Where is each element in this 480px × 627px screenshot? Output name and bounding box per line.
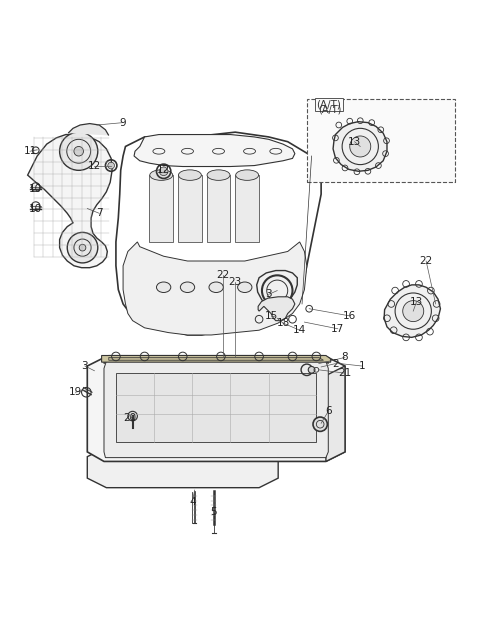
Circle shape xyxy=(108,162,115,169)
Ellipse shape xyxy=(156,282,171,293)
Polygon shape xyxy=(102,356,331,362)
Polygon shape xyxy=(87,357,345,461)
Text: 2: 2 xyxy=(332,359,339,369)
Text: 13: 13 xyxy=(348,137,361,147)
Bar xyxy=(149,175,173,242)
Polygon shape xyxy=(123,242,307,335)
Text: 4: 4 xyxy=(189,497,195,507)
Ellipse shape xyxy=(238,282,252,293)
Text: 21: 21 xyxy=(338,368,352,378)
Text: 9: 9 xyxy=(120,118,126,128)
Text: 16: 16 xyxy=(343,311,356,321)
Bar xyxy=(206,175,230,242)
Polygon shape xyxy=(109,357,324,361)
Polygon shape xyxy=(116,373,316,443)
Text: (A/T): (A/T) xyxy=(316,99,341,109)
Text: 13: 13 xyxy=(410,297,423,307)
Polygon shape xyxy=(333,122,387,171)
Text: (A/T): (A/T) xyxy=(318,104,341,114)
Ellipse shape xyxy=(209,282,223,293)
Circle shape xyxy=(159,167,168,176)
Ellipse shape xyxy=(262,282,276,293)
Polygon shape xyxy=(87,447,278,488)
Text: 12: 12 xyxy=(157,166,170,176)
Circle shape xyxy=(403,300,424,322)
Text: 3: 3 xyxy=(82,361,88,371)
Bar xyxy=(178,175,202,242)
Text: 11: 11 xyxy=(24,146,36,156)
Circle shape xyxy=(67,233,98,263)
Text: 22: 22 xyxy=(420,256,433,266)
Text: 18: 18 xyxy=(276,318,289,328)
Text: 14: 14 xyxy=(293,325,306,335)
Polygon shape xyxy=(326,366,345,461)
Bar xyxy=(235,175,259,242)
Text: 5: 5 xyxy=(210,507,217,517)
Text: 8: 8 xyxy=(342,352,348,362)
Circle shape xyxy=(74,147,84,156)
Polygon shape xyxy=(134,135,295,167)
Text: 20: 20 xyxy=(124,413,137,423)
Text: 3: 3 xyxy=(265,290,272,300)
Text: 1: 1 xyxy=(359,361,365,371)
Polygon shape xyxy=(258,297,295,320)
Polygon shape xyxy=(384,285,441,337)
Text: 23: 23 xyxy=(228,278,242,288)
Polygon shape xyxy=(104,356,328,364)
Text: 6: 6 xyxy=(325,406,332,416)
Text: 17: 17 xyxy=(331,324,345,334)
Text: 15: 15 xyxy=(264,311,277,321)
Polygon shape xyxy=(257,270,297,314)
Polygon shape xyxy=(28,135,112,268)
Polygon shape xyxy=(68,124,109,135)
Circle shape xyxy=(79,245,86,251)
Circle shape xyxy=(308,366,315,373)
Text: 10: 10 xyxy=(29,184,42,194)
Ellipse shape xyxy=(150,170,173,181)
Ellipse shape xyxy=(207,170,230,181)
Text: 19: 19 xyxy=(69,387,82,398)
Circle shape xyxy=(128,411,137,421)
Ellipse shape xyxy=(236,170,259,181)
Ellipse shape xyxy=(179,170,201,181)
Text: 7: 7 xyxy=(96,208,103,218)
Polygon shape xyxy=(104,361,328,458)
FancyBboxPatch shape xyxy=(307,98,455,182)
Text: 10: 10 xyxy=(29,204,42,214)
Ellipse shape xyxy=(180,282,195,293)
Circle shape xyxy=(313,417,327,431)
Text: 12: 12 xyxy=(88,161,101,171)
Circle shape xyxy=(60,132,98,171)
Text: 22: 22 xyxy=(216,270,230,280)
Circle shape xyxy=(350,136,371,157)
